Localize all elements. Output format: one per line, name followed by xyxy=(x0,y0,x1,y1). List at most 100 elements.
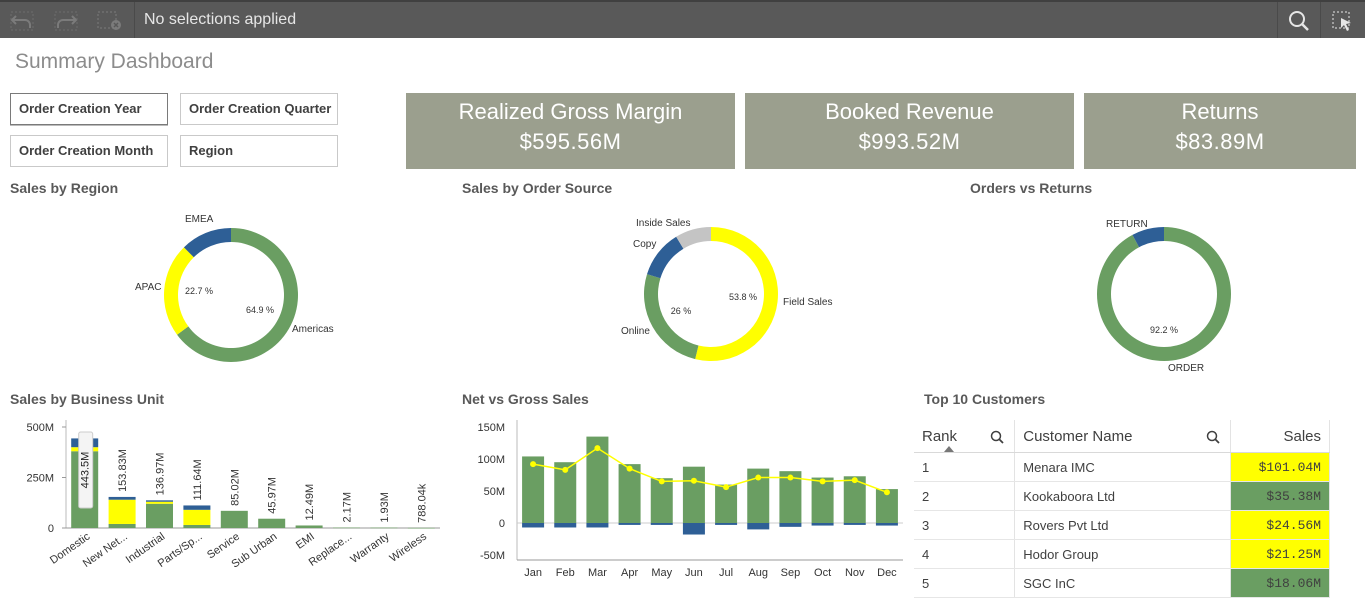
customer-name-cell[interactable]: Kookaboora Ltd xyxy=(1014,481,1231,511)
gross-bar[interactable] xyxy=(650,478,673,523)
sales-header-label: Sales xyxy=(1283,427,1321,445)
donut-slice-emea[interactable] xyxy=(183,228,231,258)
smart-select-icon[interactable] xyxy=(1330,8,1356,34)
net-vs-gross-chart[interactable]: -50M 0 50M 100M 150M Jan Feb Mar Apr May Jun Jul Aug… xyxy=(455,410,910,585)
net-sales-point[interactable] xyxy=(723,484,730,491)
bar-segment[interactable] xyxy=(183,524,211,528)
return-bar[interactable] xyxy=(811,523,834,526)
gross-bar[interactable] xyxy=(522,456,545,523)
filter-order-creation-quarter[interactable]: Order Creation Quarter xyxy=(180,93,338,125)
gross-bar[interactable] xyxy=(747,468,770,523)
return-bar[interactable] xyxy=(618,523,641,525)
bar-segment[interactable] xyxy=(146,500,173,502)
search-icon[interactable] xyxy=(1206,430,1220,444)
sales-by-order-source-donut[interactable]: Field Sales 53.8 % Online 26 % Copy Inside Sa… xyxy=(600,200,840,380)
return-bar[interactable] xyxy=(522,523,545,528)
kpi-label: Booked Revenue xyxy=(825,99,994,124)
return-bar[interactable] xyxy=(843,523,866,525)
net-sales-point[interactable] xyxy=(626,465,633,472)
bar-segment[interactable] xyxy=(295,525,323,528)
search-icon[interactable] xyxy=(1286,8,1312,34)
filter-order-creation-month[interactable]: Order Creation Month xyxy=(10,135,168,167)
customer-name-cell[interactable]: Menara IMC xyxy=(1014,452,1231,482)
bar-segment[interactable] xyxy=(220,510,248,528)
return-bar[interactable] xyxy=(650,523,673,525)
return-bar[interactable] xyxy=(779,523,802,527)
donut-slice-apac[interactable] xyxy=(164,247,194,335)
net-sales-point[interactable] xyxy=(594,445,601,452)
net-sales-point[interactable] xyxy=(658,478,665,485)
column-header-sales[interactable]: Sales xyxy=(1230,420,1331,453)
bar-segment[interactable] xyxy=(183,509,211,525)
kpi-value: $83.89M xyxy=(1175,129,1265,154)
net-sales-point[interactable] xyxy=(819,478,826,485)
bar-value-label: 111.64M xyxy=(192,459,204,500)
bar-segment[interactable] xyxy=(370,527,398,529)
orders-vs-returns-donut[interactable]: ORDER 92.2 % RETURN xyxy=(1080,200,1260,380)
bar-segment[interactable] xyxy=(258,518,286,528)
net-sales-point[interactable] xyxy=(530,461,537,468)
gross-bar[interactable] xyxy=(554,462,577,523)
bar-segment[interactable] xyxy=(333,527,360,529)
gross-bar[interactable] xyxy=(843,476,866,523)
net-sales-point[interactable] xyxy=(690,477,697,484)
table-row[interactable]: 5 SGC InC $18.06M xyxy=(914,568,1331,598)
kpi-returns[interactable]: Returns $83.89M xyxy=(1084,93,1356,169)
bar-segment[interactable] xyxy=(108,496,136,500)
bar-segment[interactable] xyxy=(108,523,136,528)
kpi-realized-gross-margin[interactable]: Realized Gross Margin $595.56M xyxy=(406,93,735,169)
return-bar[interactable] xyxy=(586,523,609,528)
sales-by-region-donut[interactable]: Americas 64.9 % APAC 22.7 % EMEA xyxy=(120,200,360,380)
column-header-rank[interactable]: Rank xyxy=(914,420,1016,453)
return-bar[interactable] xyxy=(554,523,577,528)
bar-segment[interactable] xyxy=(108,499,136,524)
bar-segment[interactable] xyxy=(146,503,173,528)
bar-value-label: 153.83M xyxy=(117,449,129,492)
donut-slice-copy[interactable] xyxy=(647,236,684,279)
filter-order-creation-year[interactable]: Order Creation Year xyxy=(10,93,168,125)
net-sales-point[interactable] xyxy=(562,466,569,473)
gross-bar[interactable] xyxy=(811,477,834,523)
table-row[interactable]: 4 Hodor Group $21.25M xyxy=(914,539,1331,569)
gross-bar[interactable] xyxy=(586,436,609,523)
filter-region[interactable]: Region xyxy=(180,135,338,167)
net-sales-point[interactable] xyxy=(755,474,762,481)
return-bar[interactable] xyxy=(747,523,770,530)
customer-name-cell[interactable]: Hodor Group xyxy=(1014,539,1231,569)
return-bar[interactable] xyxy=(682,523,705,535)
net-sales-line[interactable] xyxy=(532,447,888,493)
donut-slice-field-sales[interactable] xyxy=(695,227,779,361)
gross-bar[interactable] xyxy=(682,466,705,523)
forward-step-icon[interactable] xyxy=(53,8,79,34)
gross-bar[interactable] xyxy=(715,484,738,523)
clear-selections-icon[interactable] xyxy=(97,8,123,34)
kpi-booked-revenue[interactable]: Booked Revenue $993.52M xyxy=(745,93,1074,169)
bar-segment[interactable] xyxy=(183,505,211,510)
bar-segment[interactable] xyxy=(407,527,435,529)
table-row[interactable]: 1 Menara IMC $101.04M xyxy=(914,452,1331,482)
customer-name-cell[interactable]: SGC InC xyxy=(1014,568,1231,598)
sort-ascending-icon xyxy=(944,446,954,452)
net-sales-point[interactable] xyxy=(787,474,794,481)
gross-bar[interactable] xyxy=(779,471,802,523)
net-sales-point[interactable] xyxy=(883,489,890,496)
donut-slice-order[interactable] xyxy=(1097,227,1231,361)
back-step-icon[interactable] xyxy=(9,8,35,34)
donut-slice-inside-sales[interactable] xyxy=(676,227,711,249)
month-label: Nov xyxy=(845,567,865,579)
return-bar[interactable] xyxy=(715,523,738,525)
table-row[interactable]: 2 Kookaboora Ltd $35.38M xyxy=(914,481,1331,511)
donut-slice-online[interactable] xyxy=(644,274,699,360)
gross-bar[interactable] xyxy=(618,464,641,523)
return-bar[interactable] xyxy=(875,523,898,526)
column-header-customer[interactable]: Customer Name xyxy=(1014,420,1231,453)
donut-slice-return[interactable] xyxy=(1132,227,1164,248)
table-row[interactable]: 3 Rovers Pvt Ltd $24.56M xyxy=(914,510,1331,540)
search-icon[interactable] xyxy=(990,430,1004,444)
customer-name-cell[interactable]: Rovers Pvt Ltd xyxy=(1014,510,1231,540)
selection-status: No selections applied xyxy=(144,11,297,28)
gross-bar[interactable] xyxy=(875,489,898,523)
net-sales-point[interactable] xyxy=(851,477,858,484)
bar-segment[interactable] xyxy=(146,501,173,504)
